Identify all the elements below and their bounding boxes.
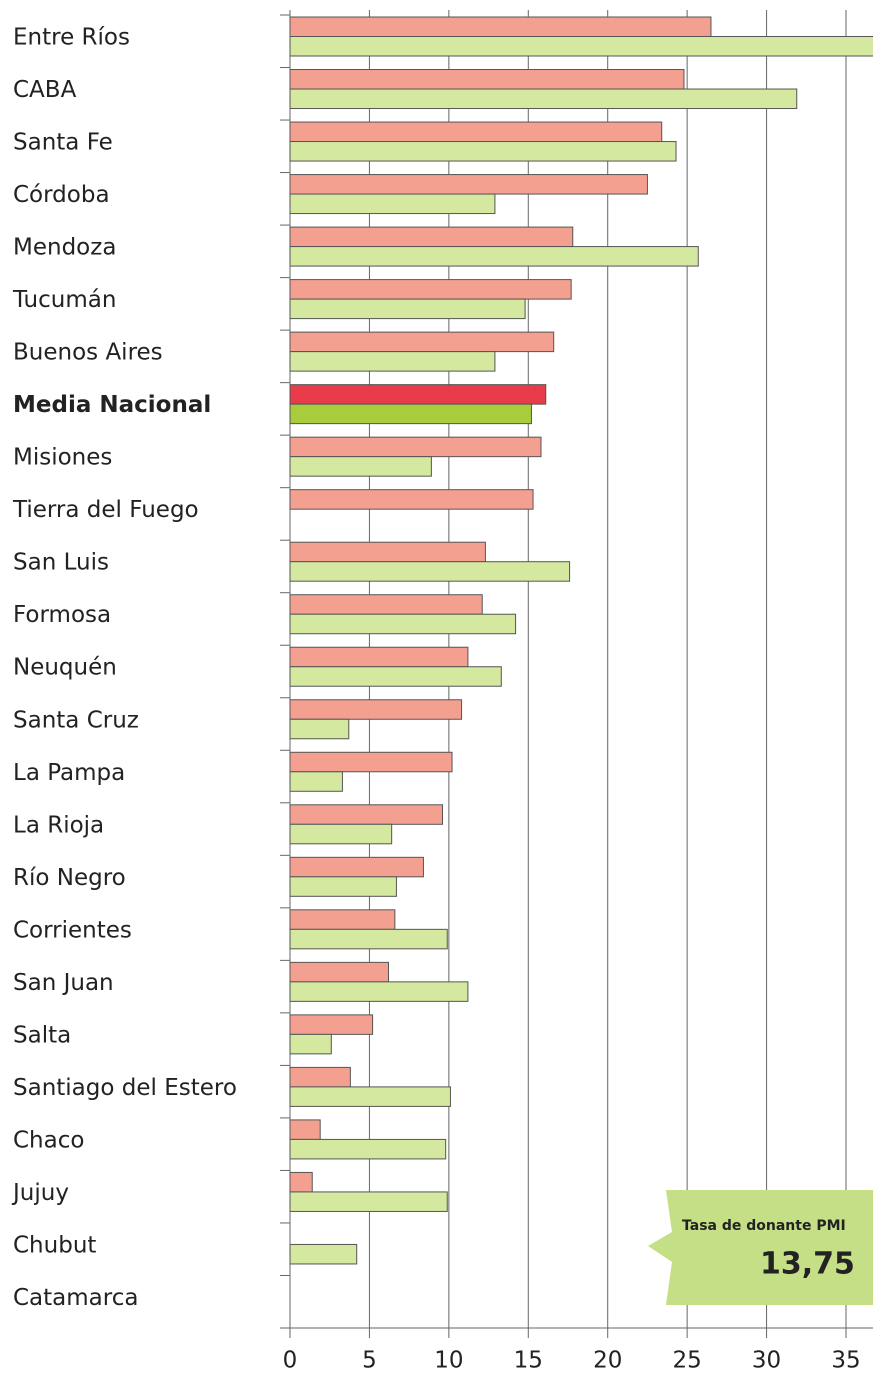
bar [289, 174, 648, 195]
callout-value: 13,75 [760, 1247, 855, 1282]
bar [289, 981, 469, 1002]
category-label: Río Negro [13, 865, 126, 891]
bar [289, 1033, 332, 1055]
bar [289, 489, 534, 510]
category-label: Tierra del Fuego [12, 497, 199, 523]
bar [289, 1014, 374, 1035]
x-tick-label: 30 [752, 1348, 781, 1374]
callout [648, 1190, 873, 1305]
bar [289, 121, 663, 143]
bar [289, 1243, 358, 1265]
x-tick-label: 0 [283, 1348, 298, 1374]
category-label: Salta [13, 1022, 71, 1048]
bar [289, 403, 532, 425]
category-label: CABA [13, 77, 77, 103]
bar [289, 876, 397, 897]
bar [289, 1138, 447, 1160]
x-tick-label: 5 [362, 1348, 377, 1374]
category-label: San Luis [13, 550, 109, 576]
category-label: Catamarca [13, 1285, 138, 1311]
bar [289, 351, 496, 372]
callout-label: Tasa de donante PMI [682, 1218, 846, 1234]
category-label: La Rioja [13, 812, 104, 838]
bar [289, 1191, 448, 1212]
category-label: Santiago del Estero [13, 1075, 237, 1101]
category-label: Chubut [13, 1232, 96, 1258]
category-label: Buenos Aires [13, 340, 163, 366]
bar [289, 279, 572, 300]
bar [289, 16, 712, 37]
bar [289, 561, 571, 582]
category-label: Media Nacional [13, 392, 211, 418]
bar [289, 646, 469, 668]
bar [289, 298, 526, 320]
category-label: Santa Cruz [13, 707, 139, 733]
x-tick-label: 35 [831, 1348, 860, 1374]
x-tick-label: 25 [672, 1348, 701, 1374]
category-label: San Juan [13, 970, 114, 996]
bar [289, 771, 343, 792]
bar [289, 928, 448, 950]
category-label: Córdoba [13, 182, 110, 208]
bar [289, 751, 453, 773]
category-label: La Pampa [13, 760, 125, 786]
bar [289, 141, 677, 162]
x-tick-label: 10 [434, 1348, 463, 1374]
category-label: Corrientes [13, 917, 132, 943]
bar [289, 1171, 313, 1193]
bar [289, 909, 396, 930]
bar [289, 718, 350, 740]
bar [289, 436, 542, 458]
category-label: Mendoza [13, 235, 116, 261]
category-label: Neuquén [13, 655, 117, 681]
bar [289, 226, 574, 248]
bar [289, 246, 699, 267]
x-tick-label: 20 [593, 1348, 622, 1374]
bar [289, 193, 496, 215]
bar [289, 594, 483, 615]
bar [289, 1119, 321, 1140]
category-label: Formosa [13, 602, 111, 628]
category-label: Santa Fe [13, 130, 113, 156]
category-label: Misiones [13, 445, 112, 471]
bar [289, 36, 873, 57]
bar [289, 961, 389, 983]
bar [289, 666, 502, 687]
x-tick-label: 15 [514, 1348, 543, 1374]
category-label: Chaco [13, 1127, 84, 1153]
bar [289, 88, 798, 110]
category-label: Entre Ríos [13, 25, 130, 51]
bar [289, 804, 444, 825]
bar [289, 456, 432, 477]
bar [289, 1066, 351, 1088]
bar [289, 613, 517, 635]
category-label: Jujuy [11, 1180, 69, 1206]
bar [289, 699, 463, 720]
bar [289, 1086, 451, 1107]
bar [289, 856, 424, 878]
bar [289, 541, 486, 563]
bar [289, 384, 547, 405]
bar [289, 823, 393, 845]
category-label: Tucumán [12, 287, 116, 313]
bar [289, 69, 685, 90]
bar [289, 331, 555, 353]
